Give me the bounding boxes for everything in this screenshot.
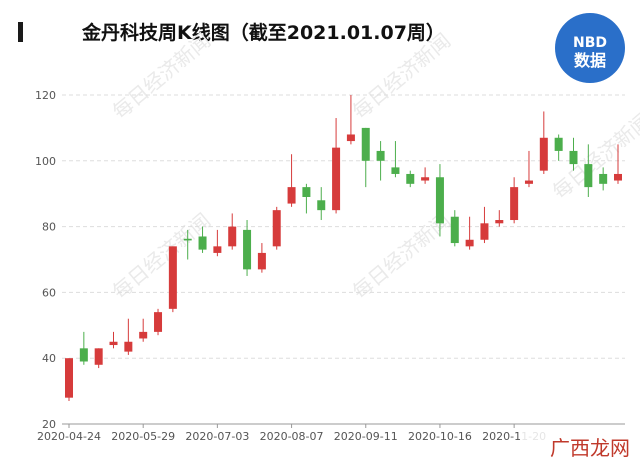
candle-body	[168, 246, 177, 309]
candle-body	[139, 331, 148, 339]
candle-body	[421, 177, 430, 181]
logo: NBD 数据	[555, 13, 625, 83]
corner-watermark: 广西龙网	[550, 436, 630, 460]
y-tick-label: 20	[42, 418, 56, 431]
y-tick-label: 100	[35, 155, 56, 168]
candle-body	[183, 238, 192, 241]
logo-circle	[555, 13, 625, 83]
x-tick-label: 2020-09-11	[334, 430, 398, 443]
candle-body	[480, 223, 489, 240]
candle-body	[346, 134, 355, 142]
candle-body	[539, 137, 548, 171]
y-tick-label: 80	[42, 221, 56, 234]
candle-body	[569, 150, 578, 165]
candle-body	[228, 226, 237, 247]
candle-body	[287, 187, 296, 204]
corner-watermark-bg	[520, 427, 640, 469]
candle-body	[317, 200, 326, 211]
watermark: 每日经济新闻	[548, 108, 640, 204]
candle-body	[243, 229, 252, 270]
candle-body	[510, 187, 519, 221]
candle-body	[213, 246, 222, 253]
candle-body	[361, 127, 370, 161]
x-tick-label: 2020-04-24	[37, 430, 101, 443]
x-tick-label: 2020-05-29	[111, 430, 175, 443]
candle-body	[272, 210, 281, 247]
x-tick-label: 2020-10-16	[408, 430, 472, 443]
candle-body	[124, 341, 133, 352]
y-tick-label: 120	[35, 89, 56, 102]
candle-body	[614, 173, 622, 181]
candle-body	[154, 312, 163, 332]
y-tick-label: 40	[42, 352, 56, 365]
title-marker	[18, 22, 23, 42]
candle-body	[435, 177, 444, 224]
candle-body	[65, 358, 73, 398]
logo-text: 数据	[574, 51, 606, 70]
candle-body	[302, 187, 311, 197]
candle-body	[406, 173, 415, 184]
candle-body	[109, 341, 118, 346]
candle-body	[584, 164, 593, 188]
candle-body	[94, 348, 103, 365]
x-tick-label: 2020-08-07	[260, 430, 324, 443]
candle-body	[465, 239, 474, 247]
x-tick-label: 2020-07-03	[185, 430, 249, 443]
candle-body	[257, 252, 266, 270]
candle-body	[391, 167, 400, 174]
candle-body	[524, 180, 533, 184]
candle-body	[332, 147, 341, 211]
candle-body	[79, 348, 88, 362]
candle-body	[376, 150, 385, 161]
candle-body	[198, 236, 207, 250]
chart-title: 金丹科技周K线图（截至2021.01.07周）	[81, 21, 445, 44]
logo-text: NBD	[573, 35, 607, 51]
watermark: 每日经济新闻	[108, 208, 215, 304]
candle-body	[495, 220, 504, 224]
candle-body	[599, 173, 608, 184]
y-tick-label: 60	[42, 286, 56, 299]
candle-body	[450, 216, 459, 244]
candle-body	[554, 137, 563, 151]
